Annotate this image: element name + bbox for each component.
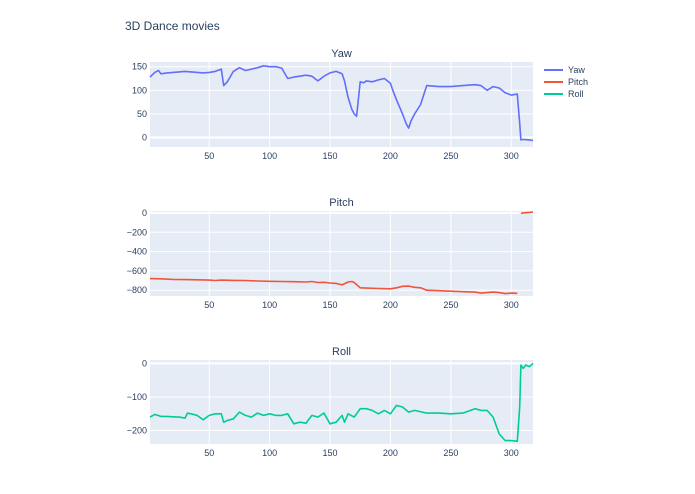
yaw-x-tick-label: 50: [204, 151, 214, 161]
pitch-plot-area: [150, 211, 533, 296]
roll-series-line: [149, 362, 534, 443]
roll-chart-title: Roll: [332, 346, 351, 358]
pitch-x-tick-label: 200: [383, 300, 398, 310]
pitch-y-tick-label: −800: [127, 285, 147, 295]
pitch-series-line: [149, 277, 518, 295]
legend-item-yaw[interactable]: Yaw: [544, 64, 588, 76]
yaw-y-tick-label: 150: [132, 62, 147, 72]
yaw-x-tick-label: 250: [443, 151, 458, 161]
pitch-x-tick-label: 300: [504, 300, 519, 310]
pitch-series-line: [520, 211, 534, 215]
pitch-x-tick-label: 250: [443, 300, 458, 310]
yaw-x-tick-label: 100: [262, 151, 277, 161]
roll-y-tick-label: −200: [127, 426, 147, 436]
pitch-x-tick-label: 150: [323, 300, 338, 310]
yaw-chart-title: Yaw: [331, 48, 352, 60]
roll-x-tick-label: 250: [443, 448, 458, 458]
legend-swatch-roll: [544, 93, 563, 95]
legend[interactable]: Yaw Pitch Roll: [544, 64, 588, 100]
pitch-y-tick-label: −600: [127, 266, 147, 276]
legend-item-roll[interactable]: Roll: [544, 88, 588, 100]
pitch-y-tick-label: −400: [127, 247, 147, 257]
roll-x-tick-label: 100: [262, 448, 277, 458]
roll-y-tick-label: 0: [142, 358, 147, 368]
pitch-y-tick-label: −200: [127, 227, 147, 237]
pitch-x-tick-label: 50: [204, 300, 214, 310]
roll-x-tick-label: 50: [204, 448, 214, 458]
pitch-chart-title: Pitch: [329, 197, 353, 209]
yaw-y-tick-label: 100: [132, 85, 147, 95]
legend-swatch-pitch: [544, 81, 563, 83]
yaw-y-tick-label: 0: [142, 133, 147, 143]
roll-plot-area: [150, 360, 533, 444]
legend-item-pitch[interactable]: Pitch: [544, 76, 588, 88]
legend-label-pitch: Pitch: [568, 77, 589, 87]
roll-y-tick-label: −100: [127, 392, 147, 402]
yaw-x-tick-label: 150: [323, 151, 338, 161]
legend-swatch-yaw: [544, 69, 563, 71]
legend-label-roll: Roll: [568, 89, 584, 99]
pitch-x-tick-label: 100: [262, 300, 277, 310]
yaw-plot-area: [150, 62, 533, 147]
yaw-y-tick-label: 50: [137, 109, 147, 119]
legend-label-yaw: Yaw: [568, 65, 585, 75]
yaw-series-line: [149, 65, 534, 142]
roll-x-tick-label: 300: [504, 448, 519, 458]
yaw-x-tick-label: 300: [504, 151, 519, 161]
yaw-x-tick-label: 200: [383, 151, 398, 161]
roll-x-tick-label: 200: [383, 448, 398, 458]
page-title: 3D Dance movies: [125, 19, 220, 33]
roll-x-tick-label: 150: [323, 448, 338, 458]
pitch-y-tick-label: 0: [142, 208, 147, 218]
